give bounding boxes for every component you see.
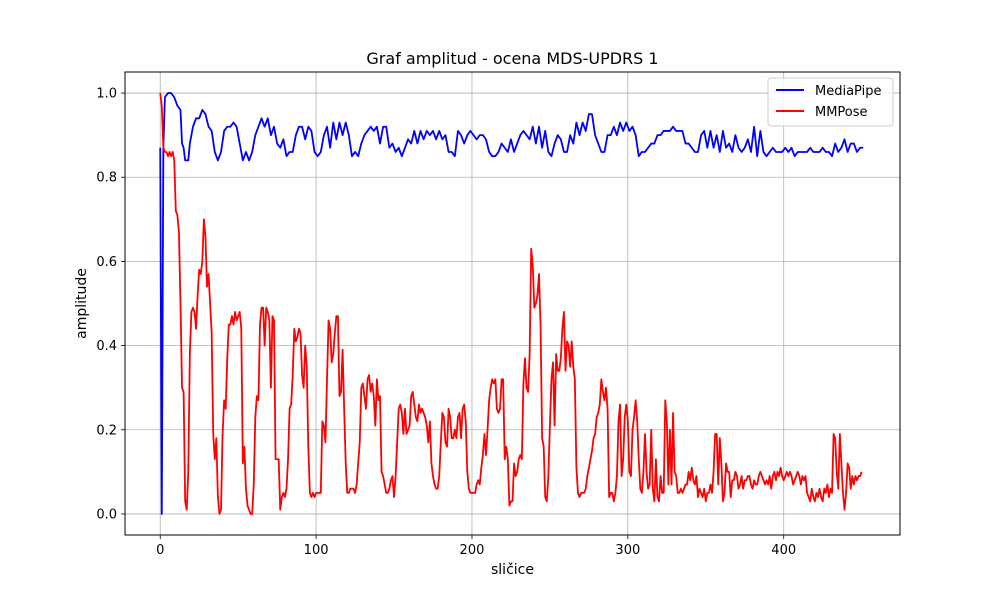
y-axis-label: amplitude bbox=[74, 268, 90, 339]
legend-label-mmpose: MMPose bbox=[815, 105, 868, 120]
y-tick-label: 0.4 bbox=[96, 339, 117, 354]
series-line-mediapipe bbox=[159, 92, 864, 515]
plot-area bbox=[159, 92, 864, 515]
y-tick-label: 0.0 bbox=[96, 507, 117, 522]
x-tick-label: 100 bbox=[304, 543, 329, 558]
legend: MediaPipe MMPose bbox=[767, 77, 894, 127]
y-axis-ticks: 0.0 0.2 0.4 0.6 0.8 1.0 bbox=[96, 87, 125, 522]
series-line-mmpose bbox=[159, 92, 863, 515]
chart-title: Graf amplitud - ocena MDS-UPDRS 1 bbox=[366, 49, 658, 68]
x-tick-label: 400 bbox=[771, 543, 796, 558]
y-tick-label: 1.0 bbox=[96, 87, 117, 102]
x-axis-label: sličice bbox=[491, 562, 534, 578]
axes-frame bbox=[124, 71, 901, 536]
x-tick-label: 300 bbox=[615, 543, 640, 558]
y-tick-label: 0.6 bbox=[96, 255, 117, 270]
legend-label-mediapipe: MediaPipe bbox=[815, 84, 881, 99]
x-tick-label: 0 bbox=[156, 543, 164, 558]
x-axis-ticks: 0 100 200 300 400 bbox=[156, 535, 796, 558]
x-tick-label: 200 bbox=[460, 543, 485, 558]
y-tick-label: 0.2 bbox=[96, 423, 117, 438]
y-tick-label: 0.8 bbox=[96, 171, 117, 186]
